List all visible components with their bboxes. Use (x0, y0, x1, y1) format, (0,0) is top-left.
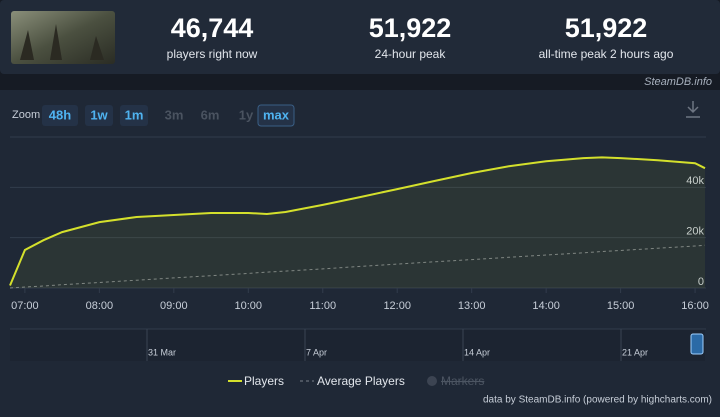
credit: data by SteamDB.info (powered by highcha… (483, 395, 712, 406)
zoom-button-label[interactable]: 1m (125, 107, 144, 122)
x-tick-label: 08:00 (86, 300, 114, 312)
stat-value: 46,744 (171, 13, 254, 43)
y-tick-label: 20k (686, 226, 704, 238)
x-tick-label: 15:00 (607, 300, 635, 312)
y-tick-label: 40k (686, 175, 704, 187)
zoom-button-label[interactable]: max (263, 107, 290, 122)
zoom-button[interactable] (85, 105, 113, 126)
series-line (9, 156, 706, 286)
navigator-label: 21 Apr (622, 347, 648, 357)
zoom-button-label: 1y (239, 107, 254, 122)
game-thumbnail (11, 11, 115, 64)
navigator-label: 31 Mar (148, 347, 176, 357)
stats-panel (0, 0, 720, 74)
zoom-button-label[interactable]: 1w (90, 107, 108, 122)
legend-label[interactable]: Average Players (317, 374, 405, 388)
zoom-button-label[interactable]: 48h (49, 107, 71, 122)
zoom-button[interactable] (42, 105, 78, 126)
series-line (9, 244, 706, 289)
zoom-button-label: 6m (201, 107, 220, 122)
navigator-handle[interactable] (690, 333, 704, 355)
stat-value: 51,922 (565, 13, 648, 43)
brand: SteamDB.info (644, 76, 712, 88)
x-tick-label: 09:00 (160, 300, 188, 312)
thumbnail-art (20, 24, 104, 60)
stat-label: all-time peak 2 hours ago (539, 47, 674, 61)
navigator-label: 14 Apr (464, 347, 490, 357)
x-tick-label: 07:00 (11, 300, 39, 312)
x-tick-label: 10:00 (235, 300, 263, 312)
navigator-label: 7 Apr (306, 347, 327, 357)
stat-label: 24-hour peak (375, 47, 447, 61)
x-tick-label: 16:00 (681, 300, 709, 312)
legend-label[interactable]: Markers (441, 374, 484, 388)
stat-label: players right now (167, 47, 258, 61)
legend-label[interactable]: Players (244, 374, 284, 388)
zoom-label: Zoom (12, 109, 40, 121)
download-icon[interactable] (686, 101, 700, 118)
zoom-button[interactable] (257, 104, 295, 127)
legend-marker (427, 376, 437, 386)
area (10, 157, 705, 288)
zoom-button[interactable] (120, 105, 148, 126)
chart-panel (0, 90, 720, 417)
x-tick-label: 13:00 (458, 300, 486, 312)
y-tick-label: 0 (698, 276, 704, 288)
stat-value: 51,922 (369, 13, 452, 43)
x-tick-label: 14:00 (532, 300, 560, 312)
zoom-button-label: 3m (165, 107, 184, 122)
navigator (10, 329, 705, 361)
x-tick-label: 12:00 (383, 300, 411, 312)
x-tick-label: 11:00 (309, 300, 336, 312)
